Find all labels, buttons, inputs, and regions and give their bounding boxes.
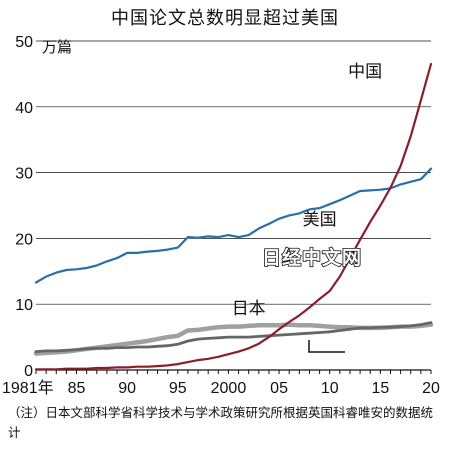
y-unit-label: 万篇 xyxy=(42,38,72,56)
series-line-0 xyxy=(34,167,433,284)
series-label-0: 美国 xyxy=(303,210,337,230)
x-tick-label: 1981年 xyxy=(2,379,54,397)
series-label-1: 中国 xyxy=(348,62,382,82)
footnote: （注）日本文部科学省科学技术与学术政策研究所根据英国科睿唯安的数据统计 xyxy=(8,405,434,440)
x-tick-label: 20 xyxy=(422,380,440,397)
series-lines xyxy=(33,62,434,371)
gridlines xyxy=(36,40,431,305)
series-line-3 xyxy=(34,321,433,353)
x-axis: 1981年 85 90 95 2000 05 10 15 20 xyxy=(2,369,440,397)
y-tick-label: 50 xyxy=(15,34,33,51)
x-tick-label: 2000 xyxy=(211,380,247,397)
y-tick-label: 10 xyxy=(15,297,33,314)
y-tick-label: 20 xyxy=(15,231,33,248)
chart-title: 中国论文总数明显超过美国 xyxy=(111,8,339,29)
x-tick-label: 05 xyxy=(270,380,288,397)
x-tick-label: 15 xyxy=(371,380,389,397)
marker-bracket xyxy=(308,340,345,353)
y-axis: 0 10 20 30 40 50 xyxy=(15,34,33,380)
x-tick-label: 90 xyxy=(118,380,136,397)
watermark-logo: 日经中文网 xyxy=(262,246,362,269)
x-tick-label: 10 xyxy=(321,380,339,397)
x-tick-label: 85 xyxy=(68,380,86,397)
x-tick-label: 95 xyxy=(169,380,187,397)
series-label-2: 日本 xyxy=(232,299,266,319)
y-tick-label: 0 xyxy=(24,363,33,380)
series-line-1 xyxy=(34,62,433,371)
y-tick-label: 30 xyxy=(15,166,33,183)
y-tick-label: 40 xyxy=(15,100,33,117)
